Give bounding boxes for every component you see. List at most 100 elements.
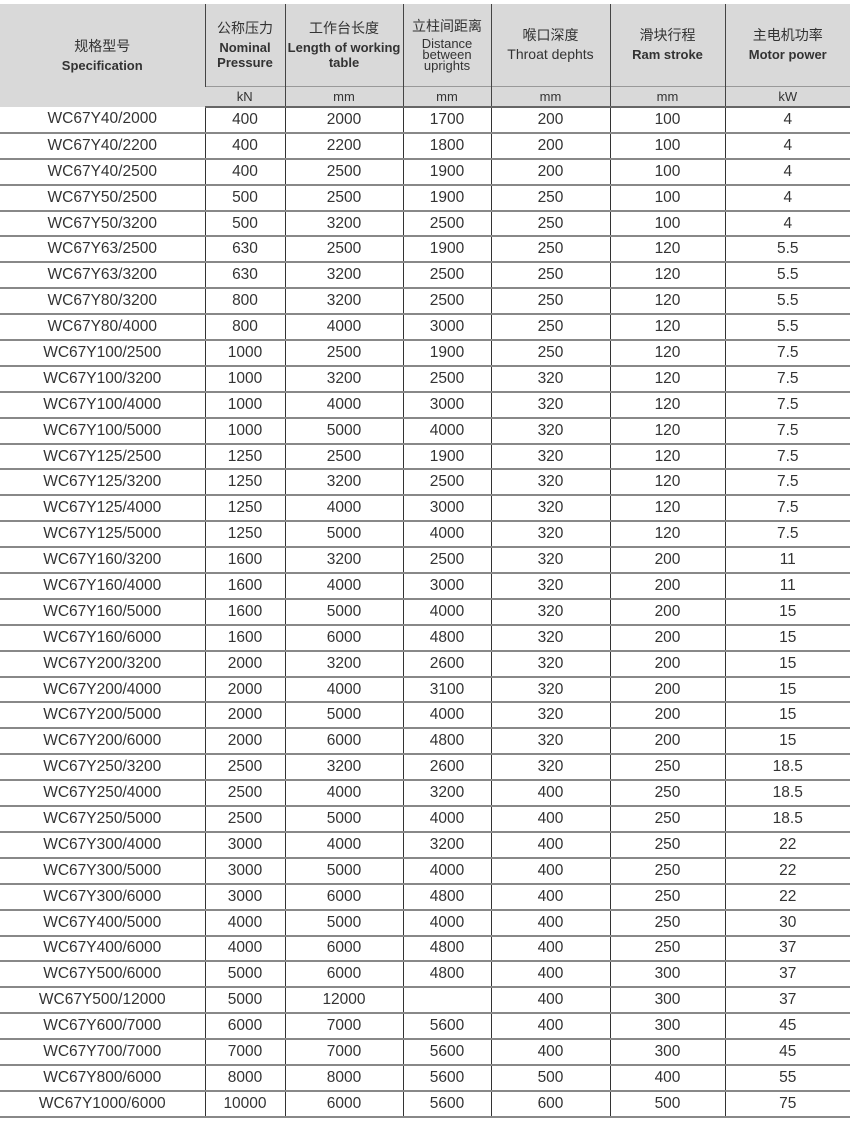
cell-pressure: 2500	[205, 780, 285, 806]
cell-distance: 4800	[403, 625, 491, 651]
cell-pressure: 400	[205, 159, 285, 185]
cell-ram-stroke: 120	[610, 236, 725, 262]
cell-table-length: 7000	[285, 1013, 403, 1039]
cell-pressure: 1000	[205, 418, 285, 444]
cell-throat-depth: 250	[491, 262, 610, 288]
cell-throat-depth: 500	[491, 1065, 610, 1091]
cell-spec: WC67Y100/4000	[0, 392, 205, 418]
cell-spec: WC67Y125/5000	[0, 521, 205, 547]
cell-motor-power: 11	[725, 573, 850, 599]
cell-table-length: 2500	[285, 159, 403, 185]
cell-motor-power: 75	[725, 1091, 850, 1117]
cell-spec: WC67Y200/4000	[0, 677, 205, 703]
cell-motor-power: 4	[725, 211, 850, 237]
cell-spec: WC67Y200/5000	[0, 702, 205, 728]
cell-motor-power: 22	[725, 858, 850, 884]
cell-table-length: 4000	[285, 677, 403, 703]
cell-table-length: 5000	[285, 806, 403, 832]
cell-motor-power: 37	[725, 987, 850, 1013]
cell-motor-power: 15	[725, 728, 850, 754]
cell-distance: 3000	[403, 314, 491, 340]
cell-motor-power: 7.5	[725, 495, 850, 521]
cell-throat-depth: 320	[491, 651, 610, 677]
cell-throat-depth: 320	[491, 469, 610, 495]
cell-ram-stroke: 120	[610, 392, 725, 418]
cell-throat-depth: 320	[491, 366, 610, 392]
cell-motor-power: 4	[725, 159, 850, 185]
cell-distance: 2500	[403, 262, 491, 288]
cell-ram-stroke: 120	[610, 314, 725, 340]
cell-throat-depth: 400	[491, 961, 610, 987]
cell-distance: 3200	[403, 780, 491, 806]
cell-distance: 2600	[403, 651, 491, 677]
cell-pressure: 1600	[205, 625, 285, 651]
cell-ram-stroke: 200	[610, 625, 725, 651]
cell-distance: 5600	[403, 1013, 491, 1039]
cell-distance: 4000	[403, 702, 491, 728]
header-cn: 工作台长度	[286, 21, 403, 36]
cell-throat-depth: 250	[491, 288, 610, 314]
cell-motor-power: 7.5	[725, 366, 850, 392]
cell-ram-stroke: 250	[610, 910, 725, 936]
cell-spec: WC67Y80/3200	[0, 288, 205, 314]
cell-distance: 5600	[403, 1065, 491, 1091]
cell-motor-power: 5.5	[725, 262, 850, 288]
cell-distance: 3100	[403, 677, 491, 703]
cell-pressure: 1000	[205, 340, 285, 366]
cell-pressure: 2500	[205, 806, 285, 832]
cell-distance: 3000	[403, 495, 491, 521]
cell-spec: WC67Y700/7000	[0, 1039, 205, 1065]
cell-pressure: 2000	[205, 651, 285, 677]
unit-mm: mm	[491, 87, 610, 108]
cell-throat-depth: 320	[491, 573, 610, 599]
cell-distance: 2500	[403, 469, 491, 495]
cell-ram-stroke: 120	[610, 469, 725, 495]
unit-mm: mm	[285, 87, 403, 108]
cell-motor-power: 7.5	[725, 340, 850, 366]
header-cn: 主电机功率	[726, 28, 850, 43]
cell-pressure: 1600	[205, 573, 285, 599]
header-en: Throat dephts	[492, 47, 610, 62]
cell-motor-power: 15	[725, 599, 850, 625]
cell-table-length: 5000	[285, 599, 403, 625]
header-cn: 立柱间距离	[404, 19, 491, 34]
cell-table-length: 4000	[285, 392, 403, 418]
cell-pressure: 1600	[205, 599, 285, 625]
cell-ram-stroke: 120	[610, 495, 725, 521]
cell-spec: WC67Y200/3200	[0, 651, 205, 677]
cell-motor-power: 15	[725, 702, 850, 728]
cell-motor-power: 7.5	[725, 521, 850, 547]
cell-throat-depth: 320	[491, 625, 610, 651]
cell-table-length: 8000	[285, 1065, 403, 1091]
header-en: Ram stroke	[611, 47, 725, 62]
cell-table-length: 2200	[285, 133, 403, 159]
cell-spec: WC67Y300/4000	[0, 832, 205, 858]
cell-pressure: 400	[205, 133, 285, 159]
cell-ram-stroke: 300	[610, 1013, 725, 1039]
cell-ram-stroke: 100	[610, 107, 725, 133]
cell-ram-stroke: 120	[610, 340, 725, 366]
cell-motor-power: 5.5	[725, 236, 850, 262]
cell-ram-stroke: 200	[610, 547, 725, 573]
cell-spec: WC67Y63/2500	[0, 236, 205, 262]
cell-table-length: 2500	[285, 444, 403, 470]
cell-spec: WC67Y250/3200	[0, 754, 205, 780]
cell-table-length: 2500	[285, 185, 403, 211]
cell-motor-power: 5.5	[725, 288, 850, 314]
cell-table-length: 2500	[285, 340, 403, 366]
header-en: Nominal Pressure	[206, 40, 285, 70]
